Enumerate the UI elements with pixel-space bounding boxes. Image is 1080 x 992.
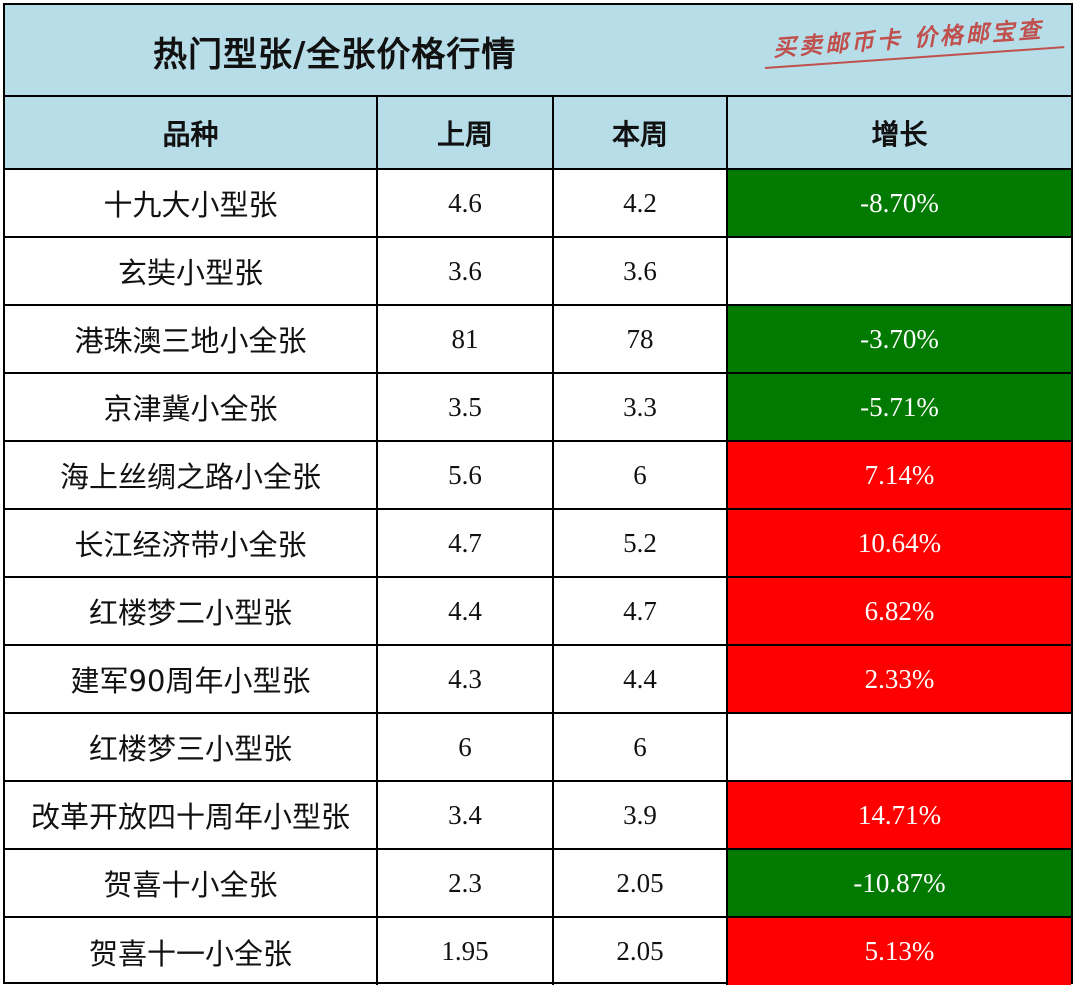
cell-variety: 长江经济带小全张 bbox=[5, 508, 378, 578]
cell-last-week: 4.7 bbox=[376, 508, 554, 578]
table-row: 海上丝绸之路小全张 5.6 6 7.14% bbox=[5, 440, 1071, 510]
cell-last-week: 1.95 bbox=[376, 916, 554, 985]
cell-change: -10.87% bbox=[726, 848, 1071, 918]
table-header-row: 品种 上周 本周 增长 bbox=[5, 97, 1071, 170]
table-row: 建军90周年小型张 4.3 4.4 2.33% bbox=[5, 644, 1071, 714]
table-row: 港珠澳三地小全张 81 78 -3.70% bbox=[5, 304, 1071, 374]
cell-change: 5.13% bbox=[726, 916, 1071, 985]
cell-this-week: 78 bbox=[552, 304, 728, 374]
table-row: 改革开放四十周年小型张 3.4 3.9 14.71% bbox=[5, 780, 1071, 850]
cell-variety: 十九大小型张 bbox=[5, 168, 378, 238]
cell-change bbox=[726, 712, 1071, 782]
table-row: 贺喜十小全张 2.3 2.05 -10.87% bbox=[5, 848, 1071, 918]
title-bar: 热门型张/全张价格行情 买卖邮币卡 价格邮宝查 bbox=[5, 5, 1071, 97]
header-this-week: 本周 bbox=[552, 97, 728, 170]
cell-last-week: 3.5 bbox=[376, 372, 554, 442]
cell-variety: 京津冀小全张 bbox=[5, 372, 378, 442]
cell-variety: 海上丝绸之路小全张 bbox=[5, 440, 378, 510]
cell-change: 6.82% bbox=[726, 576, 1071, 646]
table-row: 红楼梦三小型张 6 6 bbox=[5, 712, 1071, 782]
cell-this-week: 4.2 bbox=[552, 168, 728, 238]
table-row: 十九大小型张 4.6 4.2 -8.70% bbox=[5, 168, 1071, 238]
table-row: 贺喜十一小全张 1.95 2.05 5.13% bbox=[5, 916, 1071, 985]
price-table-frame: 热门型张/全张价格行情 买卖邮币卡 价格邮宝查 品种 上周 本周 增长 十九大小… bbox=[3, 3, 1073, 985]
cell-change: 7.14% bbox=[726, 440, 1071, 510]
cell-this-week: 6 bbox=[552, 440, 728, 510]
cell-last-week: 81 bbox=[376, 304, 554, 374]
cell-variety: 玄奘小型张 bbox=[5, 236, 378, 306]
cell-change: -5.71% bbox=[726, 372, 1071, 442]
cell-this-week: 3.9 bbox=[552, 780, 728, 850]
cell-variety: 红楼梦二小型张 bbox=[5, 576, 378, 646]
cell-variety: 贺喜十小全张 bbox=[5, 848, 378, 918]
table-row: 长江经济带小全张 4.7 5.2 10.64% bbox=[5, 508, 1071, 578]
header-variety: 品种 bbox=[5, 97, 378, 170]
cell-last-week: 2.3 bbox=[376, 848, 554, 918]
cell-last-week: 6 bbox=[376, 712, 554, 782]
cell-last-week: 3.6 bbox=[376, 236, 554, 306]
cell-change: 2.33% bbox=[726, 644, 1071, 714]
cell-this-week: 6 bbox=[552, 712, 728, 782]
cell-change bbox=[726, 236, 1071, 306]
header-change: 增长 bbox=[726, 97, 1071, 170]
page-title: 热门型张/全张价格行情 bbox=[153, 35, 517, 75]
cell-last-week: 4.6 bbox=[376, 168, 554, 238]
cell-variety: 改革开放四十周年小型张 bbox=[5, 780, 378, 850]
table-row: 红楼梦二小型张 4.4 4.7 6.82% bbox=[5, 576, 1071, 646]
table-row: 玄奘小型张 3.6 3.6 bbox=[5, 236, 1071, 306]
cell-this-week: 2.05 bbox=[552, 848, 728, 918]
cell-last-week: 4.3 bbox=[376, 644, 554, 714]
cell-this-week: 3.3 bbox=[552, 372, 728, 442]
cell-last-week: 3.4 bbox=[376, 780, 554, 850]
cell-variety: 建军90周年小型张 bbox=[5, 644, 378, 714]
cell-this-week: 4.7 bbox=[552, 576, 728, 646]
cell-last-week: 5.6 bbox=[376, 440, 554, 510]
header-last-week: 上周 bbox=[376, 97, 554, 170]
cell-change: -8.70% bbox=[726, 168, 1071, 238]
cell-variety: 港珠澳三地小全张 bbox=[5, 304, 378, 374]
cell-this-week: 4.4 bbox=[552, 644, 728, 714]
cell-this-week: 2.05 bbox=[552, 916, 728, 985]
cell-change: 14.71% bbox=[726, 780, 1071, 850]
cell-last-week: 4.4 bbox=[376, 576, 554, 646]
cell-this-week: 5.2 bbox=[552, 508, 728, 578]
cell-variety: 贺喜十一小全张 bbox=[5, 916, 378, 985]
cell-change: 10.64% bbox=[726, 508, 1071, 578]
cell-variety: 红楼梦三小型张 bbox=[5, 712, 378, 782]
watermark-stamp: 买卖邮币卡 价格邮宝查 bbox=[772, 16, 1045, 62]
table-row: 京津冀小全张 3.5 3.3 -5.71% bbox=[5, 372, 1071, 442]
price-table: 品种 上周 本周 增长 十九大小型张 4.6 4.2 -8.70% 玄奘小型张 3.6 3.… bbox=[5, 97, 1071, 985]
cell-change: -3.70% bbox=[726, 304, 1071, 374]
cell-this-week: 3.6 bbox=[552, 236, 728, 306]
